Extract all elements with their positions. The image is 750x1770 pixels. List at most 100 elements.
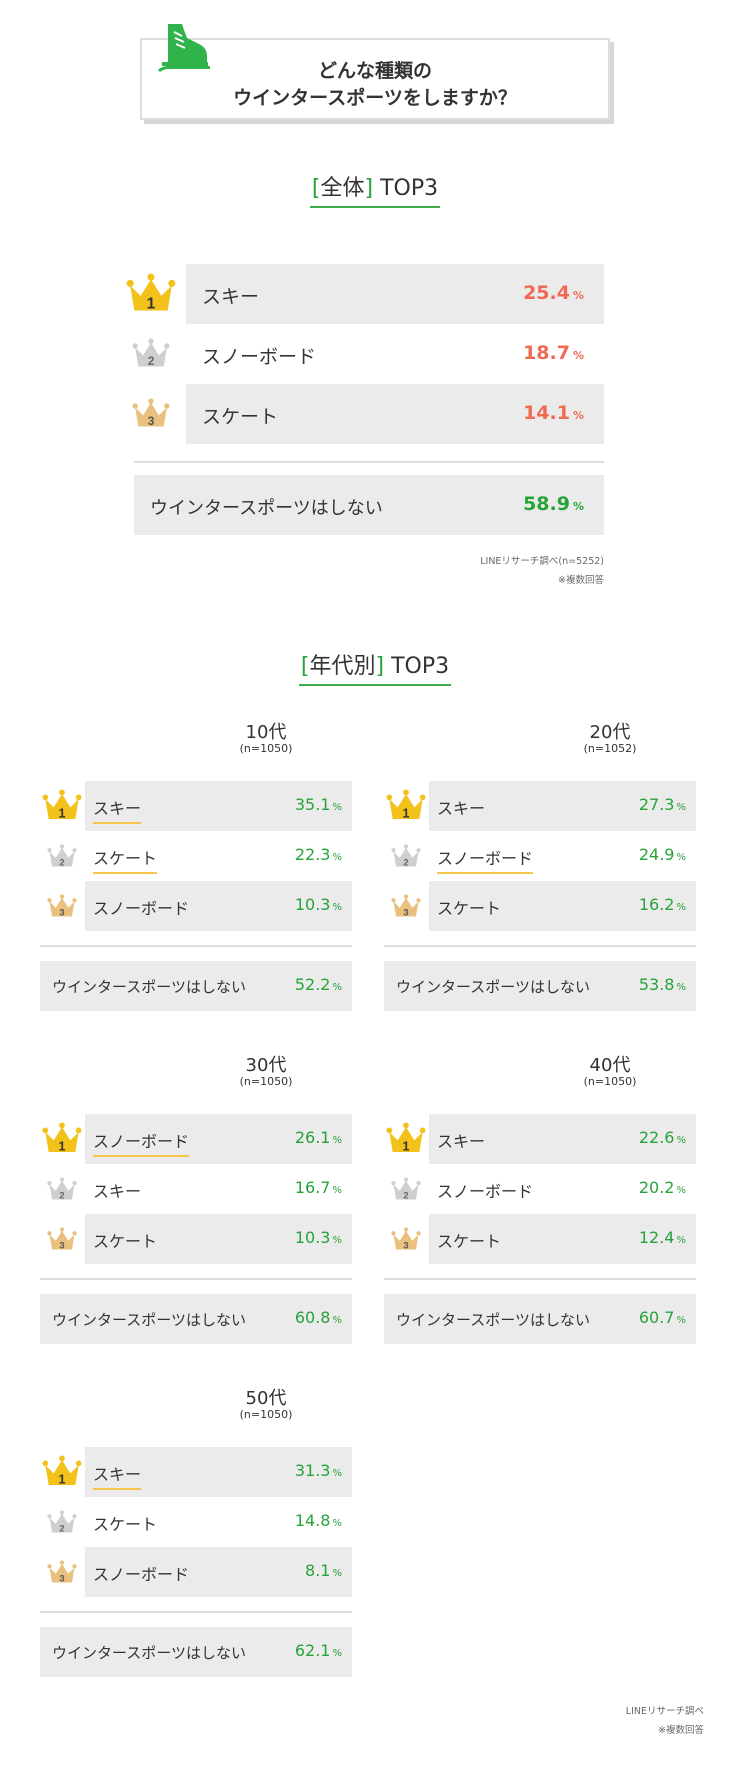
crown-rank-number: 3 xyxy=(59,907,64,917)
rank-value: 10.3% xyxy=(295,1228,342,1247)
age-panel-40代: 40代 (n=1050) スキー 22.6% 1 スノーボード 20.2% 2 スケート 12.4… xyxy=(384,1051,706,1351)
crown-rank-1-icon: 1 xyxy=(126,273,176,313)
value-unit: % xyxy=(332,1185,342,1196)
age-row-rank-1: スキー 22.6% xyxy=(429,1114,696,1164)
crown-rank-number: 1 xyxy=(403,1140,410,1154)
rank-label: スケート xyxy=(93,845,158,874)
age-sample-size: (n=1052) xyxy=(583,742,637,755)
rank-value: 14.1% xyxy=(523,402,584,424)
value-unit: % xyxy=(332,1568,342,1579)
rank-label: スケート xyxy=(93,1515,158,1534)
value-number: 31.3 xyxy=(294,1461,331,1480)
rank-label: スキー xyxy=(437,799,486,818)
bracket-close: ] xyxy=(364,176,374,201)
crown-rank-number: 2 xyxy=(403,1190,408,1200)
overall-heading: [全体] TOP3 xyxy=(0,170,750,208)
age-divider xyxy=(40,1278,352,1280)
by-age-source: LINEリサーチ調べ xyxy=(625,1706,704,1717)
heading-text: 年代別 xyxy=(309,654,376,679)
rank-value: 18.7% xyxy=(523,342,584,364)
value-number: 14.8 xyxy=(294,1511,331,1530)
overall-source: LINEリサーチ調べ(n=5252) xyxy=(480,556,604,567)
value-number: 27.3 xyxy=(638,795,675,814)
age-panel-20代: 20代 (n=1052) スキー 27.3% 1 スノーボード 24.9% 2 スケート 16.2… xyxy=(384,718,706,1018)
crown-rank-1-icon: 1 xyxy=(42,789,82,821)
age-row-rank-3: スノーボード 8.1% xyxy=(85,1547,352,1597)
crown-rank-number: 2 xyxy=(59,857,64,867)
rank-value: 35.1% xyxy=(295,795,342,814)
age-row-rank-3: スノーボード 10.3% xyxy=(85,881,352,931)
crown-rank-1-icon: 1 xyxy=(386,789,426,821)
overall-divider xyxy=(134,461,604,463)
crown-rank-number: 2 xyxy=(403,857,408,867)
rank-label: スノーボード xyxy=(93,899,190,918)
value-number: 20.2 xyxy=(638,1178,675,1197)
none-value: 53.8% xyxy=(639,975,686,994)
age-row-rank-3: スケート 10.3% xyxy=(85,1214,352,1264)
crown-rank-number: 3 xyxy=(148,414,155,428)
value-unit: % xyxy=(676,1135,686,1146)
age-row-rank-2: スノーボード 24.9% xyxy=(429,831,696,881)
crown-rank-number: 2 xyxy=(59,1523,64,1533)
age-divider xyxy=(40,1611,352,1613)
none-label: ウインタースポーツはしない xyxy=(52,1644,246,1662)
heading-suffix: TOP3 xyxy=(373,176,439,201)
overall-row-rank-2: スノーボード 18.7% xyxy=(186,324,604,384)
rank-label: スケート xyxy=(437,899,502,918)
crown-rank-1-icon: 1 xyxy=(42,1455,82,1487)
rank-value: 22.6% xyxy=(639,1128,686,1147)
value-number: 18.7 xyxy=(523,342,570,364)
crown-rank-3-icon: 3 xyxy=(47,1559,77,1583)
rank-value: 25.4% xyxy=(523,282,584,304)
age-panel-30代: 30代 (n=1050) スノーボード 26.1% 1 スキー 16.7% 2 スケート 10.3… xyxy=(40,1051,362,1351)
age-none-row: ウインタースポーツはしない 62.1% xyxy=(40,1627,352,1677)
age-title: 10代 xyxy=(245,722,287,743)
value-number: 26.1 xyxy=(294,1128,331,1147)
rank-value: 16.7% xyxy=(295,1178,342,1197)
age-row-rank-2: スケート 22.3% xyxy=(85,831,352,881)
none-value: 62.1% xyxy=(295,1641,342,1660)
value-number: 62.1 xyxy=(294,1641,331,1660)
value-unit: % xyxy=(676,852,686,863)
rank-value: 14.8% xyxy=(295,1511,342,1530)
rank-value: 27.3% xyxy=(639,795,686,814)
age-divider xyxy=(40,945,352,947)
value-number: 22.3 xyxy=(294,845,331,864)
age-title: 40代 xyxy=(589,1055,631,1076)
rank-value: 26.1% xyxy=(295,1128,342,1147)
value-unit: % xyxy=(676,802,686,813)
none-value: 52.2% xyxy=(295,975,342,994)
crown-rank-number: 3 xyxy=(59,1573,64,1583)
value-unit: % xyxy=(676,902,686,913)
rank-label: スケート xyxy=(202,406,279,428)
bracket-open: [ xyxy=(300,654,310,679)
age-title: 30代 xyxy=(245,1055,287,1076)
value-number: 12.4 xyxy=(638,1228,675,1247)
rank-value: 20.2% xyxy=(639,1178,686,1197)
age-title: 20代 xyxy=(589,722,631,743)
age-divider xyxy=(384,945,696,947)
overall-row-rank-1: スキー 25.4% xyxy=(186,264,604,324)
rank-label: スノーボード xyxy=(202,346,317,368)
value-unit: % xyxy=(332,852,342,863)
age-sample-size: (n=1050) xyxy=(583,1075,637,1088)
age-row-rank-2: スキー 16.7% xyxy=(85,1164,352,1214)
rank-label: スケート xyxy=(93,1232,158,1251)
none-label: ウインタースポーツはしない xyxy=(52,1311,246,1329)
rank-value: 8.1% xyxy=(305,1561,342,1580)
overall-note: ※複数回答 xyxy=(558,575,604,586)
value-unit: % xyxy=(572,409,584,422)
rank-label: スノーボード xyxy=(437,845,534,874)
crown-rank-2-icon: 2 xyxy=(391,1176,421,1200)
value-number: 60.8 xyxy=(294,1308,331,1327)
value-unit: % xyxy=(676,982,686,993)
value-number: 52.2 xyxy=(294,975,331,994)
crown-rank-2-icon: 2 xyxy=(391,843,421,867)
none-value: 60.7% xyxy=(639,1308,686,1327)
overall-none-row: ウインタースポーツはしない 58.9% xyxy=(134,475,604,535)
value-unit: % xyxy=(332,1518,342,1529)
age-none-row: ウインタースポーツはしない 60.7% xyxy=(384,1294,696,1344)
ice-skate-icon xyxy=(158,24,210,72)
age-none-row: ウインタースポーツはしない 53.8% xyxy=(384,961,696,1011)
value-number: 53.8 xyxy=(638,975,675,994)
